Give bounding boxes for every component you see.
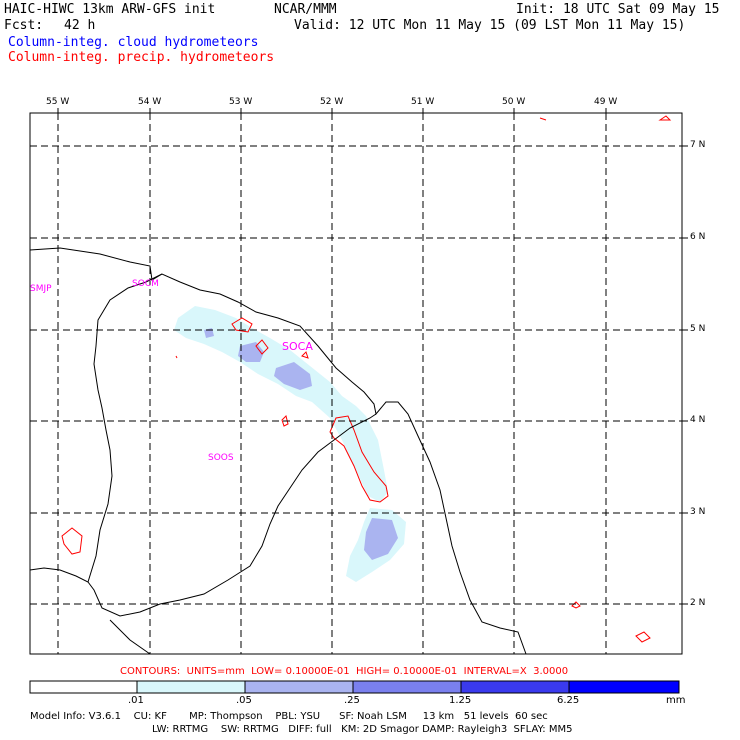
lat-label-7n: 7 N bbox=[690, 140, 706, 150]
model-info-line1: Model Info: V3.6.1 CU: KF MP: Thompson P… bbox=[30, 711, 548, 722]
shade-mid-c bbox=[364, 518, 398, 560]
colorbar-seg-5 bbox=[568, 680, 680, 694]
colorbar-tick-3: 1.25 bbox=[449, 695, 472, 706]
lat-label-4n: 4 N bbox=[690, 415, 706, 425]
station-soos: SOOS bbox=[208, 453, 234, 463]
colorbar-tick-0: .01 bbox=[128, 695, 144, 706]
forecast-label: Fcst: bbox=[4, 18, 44, 33]
precip-contour-d bbox=[281, 415, 289, 427]
shade-mid-a bbox=[238, 342, 264, 362]
lat-label-5n: 5 N bbox=[690, 324, 706, 334]
precip-contour-b bbox=[255, 339, 269, 355]
precip-contour-g bbox=[635, 631, 651, 643]
lon-label-55w: 55 W bbox=[46, 97, 70, 107]
colorbar-seg-1 bbox=[136, 680, 246, 694]
border-brazil-south bbox=[109, 619, 151, 655]
lon-ticks bbox=[57, 108, 607, 113]
shade-mid-b bbox=[274, 362, 312, 390]
station-socm: SOCM bbox=[132, 279, 159, 289]
center-name: NCAR/MMM bbox=[274, 2, 337, 17]
precip-contour-j bbox=[571, 601, 581, 609]
lon-label-49w: 49 W bbox=[594, 97, 618, 107]
lat-label-3n: 3 N bbox=[690, 507, 706, 517]
border-suriname bbox=[87, 273, 163, 583]
lat-label-6n: 6 N bbox=[690, 232, 706, 242]
model-title: HAIC-HIWC 13km ARW-GFS init bbox=[4, 2, 216, 17]
lon-gridlines bbox=[57, 113, 607, 654]
forecast-hour: 42 h bbox=[64, 18, 96, 33]
colorbar-tick-4: 6.25 bbox=[557, 695, 580, 706]
contours-info: CONTOURS: UNITS=mm LOW= 0.10000E-01 HIGH… bbox=[120, 666, 569, 677]
valid-time: Valid: 12 UTC Mon 11 May 15 (09 LST Mon … bbox=[294, 18, 686, 33]
field-title-cloud: Column-integ. cloud hydrometeors bbox=[8, 35, 259, 50]
lon-label-51w: 51 W bbox=[411, 97, 435, 107]
lat-ticks bbox=[682, 145, 688, 605]
colorbar-seg-3 bbox=[352, 680, 462, 694]
lon-label-50w: 50 W bbox=[502, 97, 526, 107]
border-french-guiana bbox=[29, 413, 377, 617]
shade-light-coast bbox=[174, 306, 388, 502]
colorbar bbox=[29, 680, 680, 694]
station-soca: SOCA bbox=[282, 340, 313, 353]
colorbar-seg-2 bbox=[244, 680, 354, 694]
precip-contour-e bbox=[61, 527, 83, 555]
field-title-precip: Column-integ. precip. hydrometeors bbox=[8, 50, 275, 65]
colorbar-unit: mm bbox=[666, 695, 686, 706]
model-info-line2: LW: RRTMG SW: RRTMG DIFF: full KM: 2D Sm… bbox=[152, 724, 573, 735]
colorbar-tick-2: .25 bbox=[344, 695, 360, 706]
precip-contour-h bbox=[658, 115, 672, 121]
precip-contour-a bbox=[231, 317, 253, 333]
colorbar-seg-0 bbox=[29, 680, 138, 694]
precip-contour-k bbox=[175, 355, 178, 359]
init-time: Init: 18 UTC Sat 09 May 15 bbox=[516, 2, 720, 17]
plot-frame bbox=[29, 112, 683, 655]
coastlines bbox=[29, 247, 527, 655]
cloud-shading bbox=[174, 306, 406, 582]
lon-label-54w: 54 W bbox=[138, 97, 162, 107]
colorbar-tick-1: .05 bbox=[236, 695, 252, 706]
station-smjp: SMJP bbox=[30, 284, 52, 294]
precip-contour-f bbox=[301, 351, 309, 359]
lon-label-53w: 53 W bbox=[229, 97, 253, 107]
colorbar-seg-4 bbox=[460, 680, 570, 694]
lat-gridlines bbox=[30, 145, 682, 605]
precip-contour-i bbox=[539, 117, 547, 121]
lat-label-2n: 2 N bbox=[690, 598, 706, 608]
lon-label-52w: 52 W bbox=[320, 97, 344, 107]
